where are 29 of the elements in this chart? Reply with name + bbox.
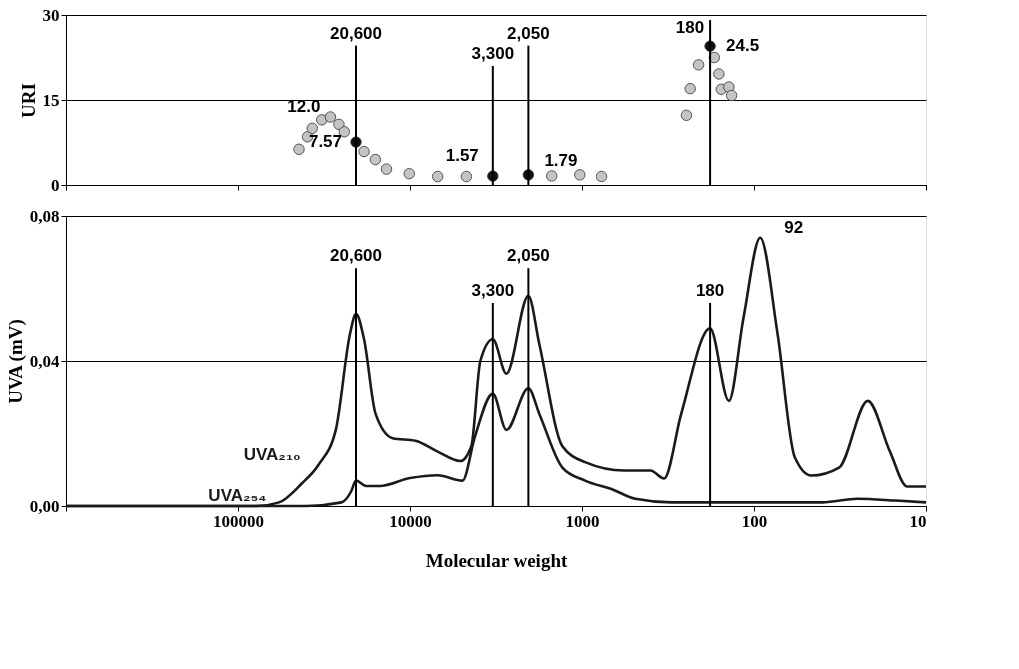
x-tick-label: 100	[741, 511, 768, 531]
y-tick-label: 0,08	[29, 206, 60, 226]
y-axis-title: UVA (mV)	[4, 319, 27, 404]
x-tick-label: 1000	[565, 511, 600, 531]
y-tick-label: 0	[51, 175, 60, 195]
y-tick-label: 0,04	[29, 351, 60, 371]
y-tick-label: 0,00	[29, 496, 60, 516]
ref-line-label: 20,600	[330, 246, 383, 266]
ref-line-label: 3,300	[471, 281, 515, 300]
annotation: 1.79	[544, 150, 578, 170]
x-tick-label: 10000	[389, 511, 432, 531]
ref-line-label: 180	[695, 281, 725, 300]
annotation: 1.57	[445, 146, 479, 166]
x-tick-label: 100000	[213, 511, 264, 531]
y-axis-title: URI	[17, 83, 39, 118]
series-label: UVA₂₁₀	[243, 444, 301, 464]
ref-line-label: 180	[675, 18, 705, 38]
y-tick-label: 30	[42, 5, 60, 25]
ref-line-label: 2,050	[507, 23, 550, 43]
x-tick-label: 10	[909, 511, 927, 531]
y-tick-label: 15	[42, 90, 60, 110]
annotation: 24.5	[726, 36, 760, 56]
annotation: 92	[784, 217, 804, 237]
ref-line-label: 20,600	[330, 23, 383, 43]
ref-line-label: 2,050	[507, 246, 550, 266]
series-label: UVA₂₅₄	[208, 486, 267, 505]
x-axis-title: Molecular weight	[425, 549, 568, 571]
annotation: 7.57	[308, 132, 343, 152]
ref-line-label: 3,300	[471, 44, 515, 63]
